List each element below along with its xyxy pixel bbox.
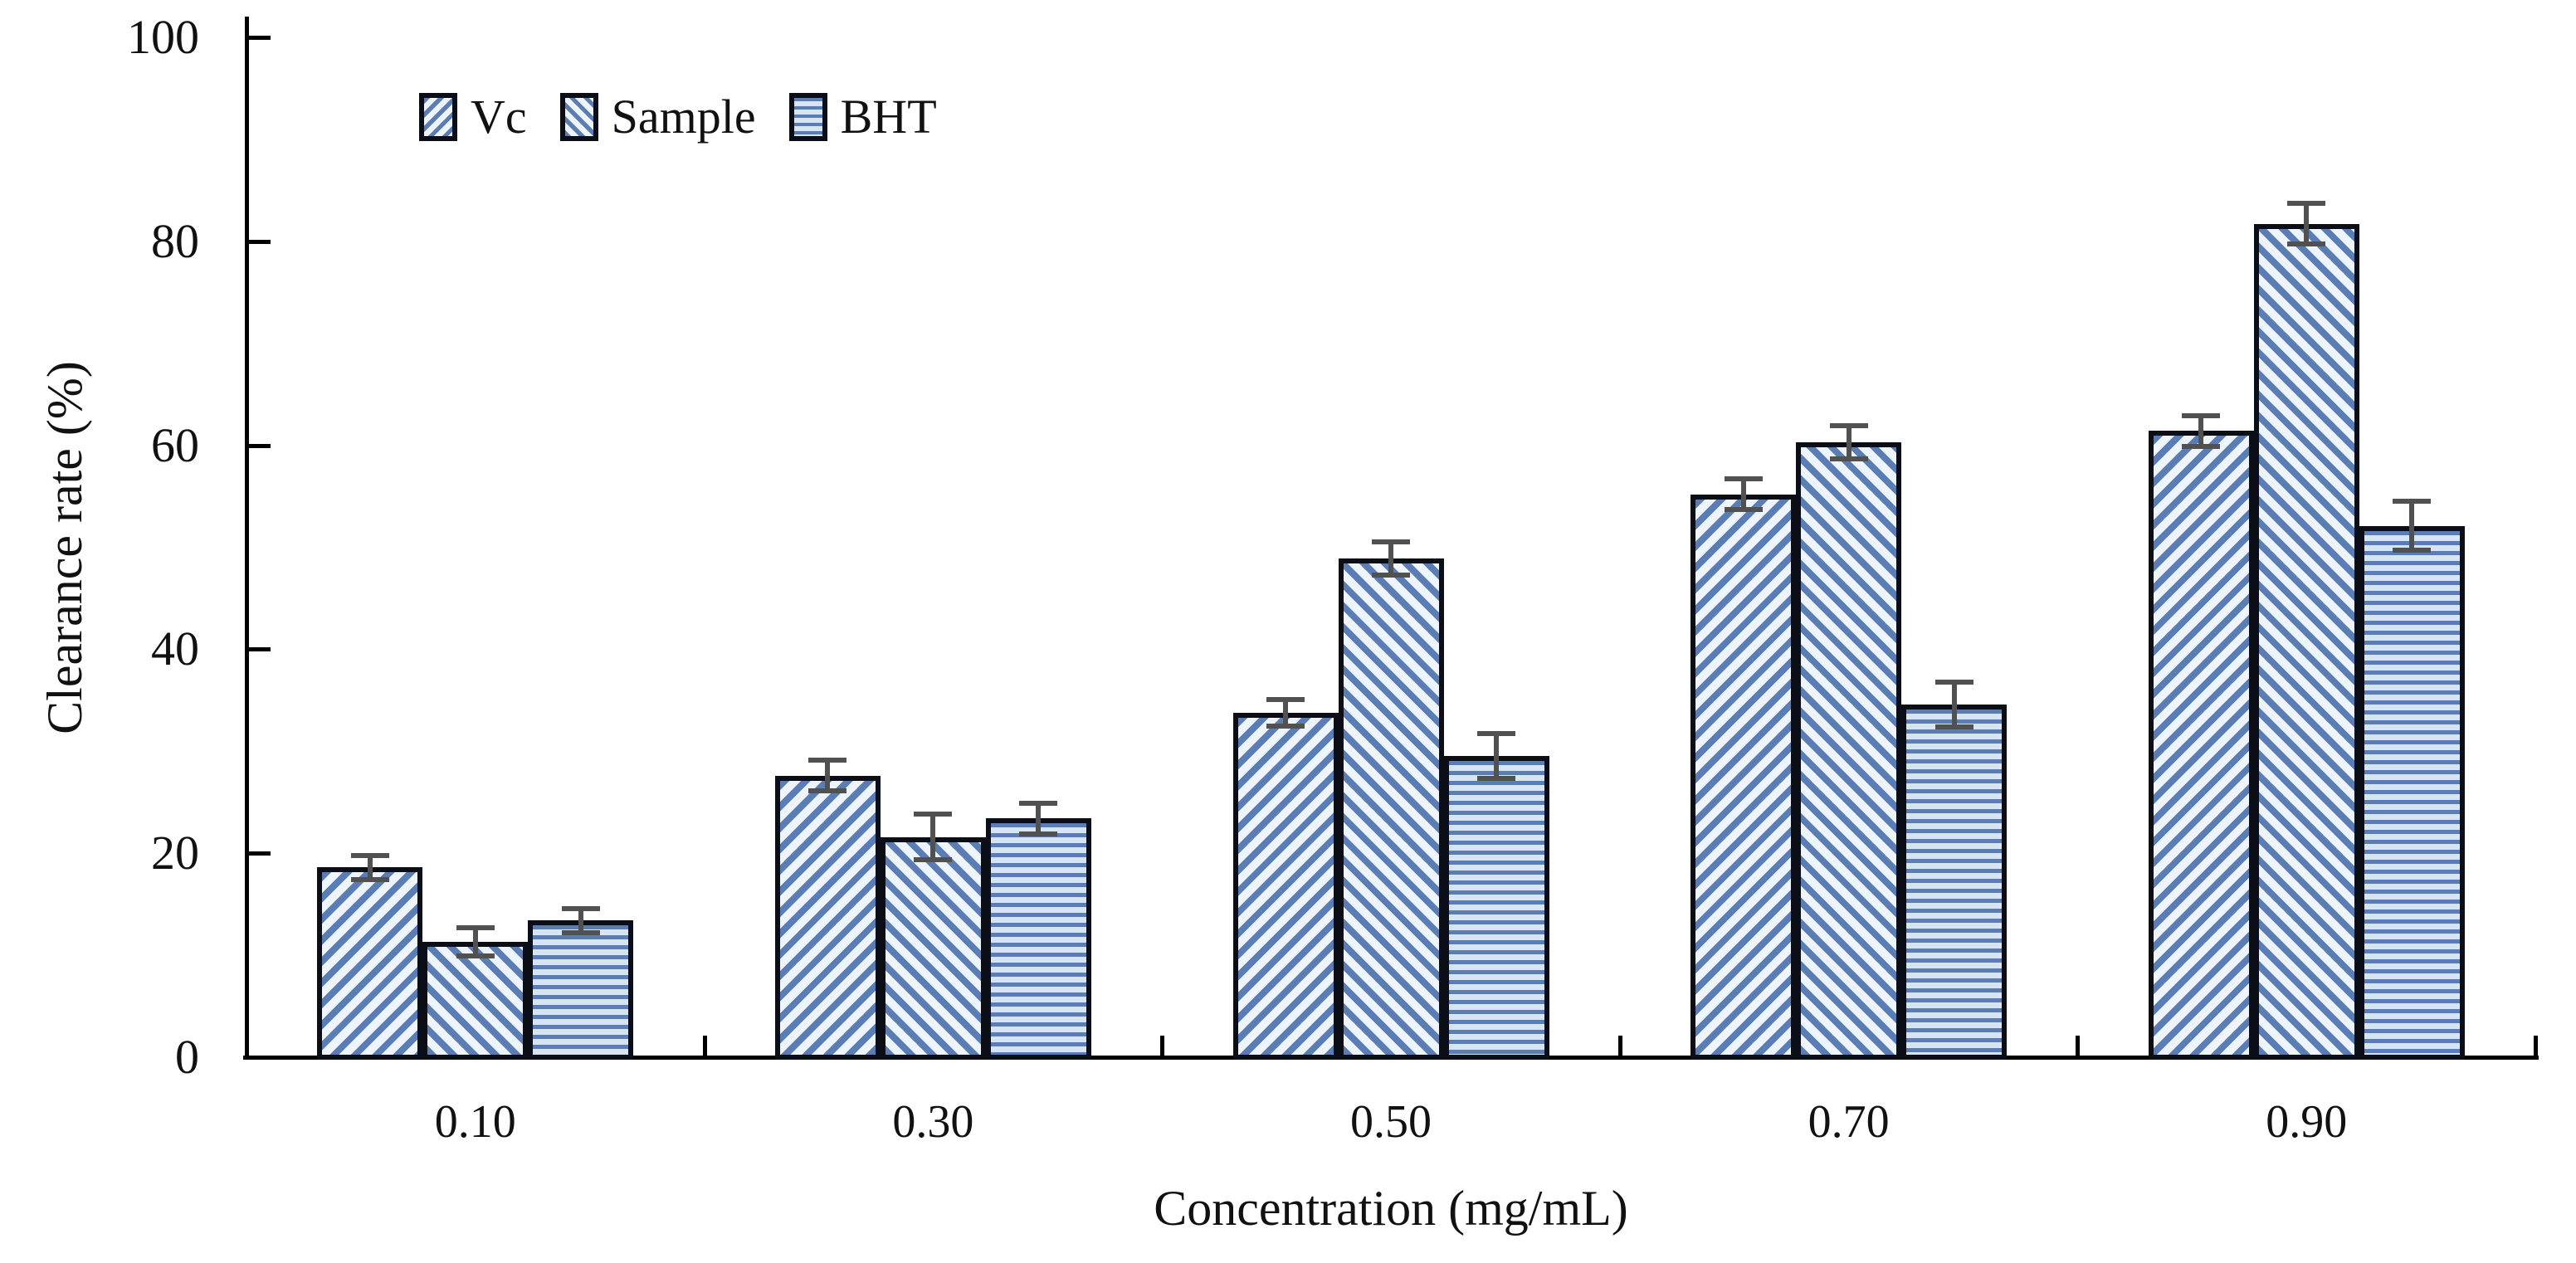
bar-vc-0.10 xyxy=(317,867,423,1060)
error-bar-vc-0.90-line xyxy=(2198,415,2204,446)
error-bar-sample-0.90-cap-top xyxy=(2287,201,2326,207)
legend-item-sample: Sample xyxy=(559,90,756,144)
error-bar-sample-0.10-cap-top xyxy=(456,924,495,930)
error-bar-vc-0.50-line xyxy=(1283,699,1288,726)
y-tick xyxy=(249,239,271,244)
error-bar-bht-0.70-line xyxy=(1951,681,1957,727)
y-tick xyxy=(249,443,271,448)
error-bar-bht-0.90-cap-bottom xyxy=(2393,548,2432,553)
error-bar-vc-0.10-cap-bottom xyxy=(350,877,389,883)
y-tick-label: 0 xyxy=(175,1030,199,1084)
y-tick xyxy=(249,36,271,40)
error-bar-bht-0.30-line xyxy=(1036,802,1042,834)
error-bar-vc-0.30-cap-bottom xyxy=(808,788,847,794)
error-bar-bht-0.50-cap-top xyxy=(1477,731,1515,737)
x-tick-label: 0.10 xyxy=(434,1096,516,1148)
y-tick-label: 80 xyxy=(151,213,199,268)
x-tick xyxy=(1617,1036,1622,1056)
y-tick xyxy=(249,647,271,652)
bar-bht-0.70 xyxy=(1901,704,2008,1060)
error-bar-sample-0.10-line xyxy=(472,927,478,957)
x-tick-label: 0.30 xyxy=(892,1096,974,1148)
legend-label-sample: Sample xyxy=(611,90,756,144)
error-bar-vc-0.70-line xyxy=(1740,479,1746,510)
y-tick-label: 100 xyxy=(127,10,199,64)
x-tick xyxy=(2534,1036,2538,1056)
bar-sample-0.90 xyxy=(2253,223,2359,1060)
bar-bht-0.30 xyxy=(985,818,1091,1060)
error-bar-sample-0.70-cap-bottom xyxy=(1829,456,1868,461)
x-tick-label: 0.70 xyxy=(1808,1096,1890,1148)
error-bar-sample-0.70-line xyxy=(1846,426,1852,459)
error-bar-sample-0.50-cap-bottom xyxy=(1372,572,1410,578)
error-bar-sample-0.10-cap-bottom xyxy=(456,953,495,959)
error-bar-sample-0.30-cap-bottom xyxy=(914,856,953,862)
error-bar-vc-0.70-cap-top xyxy=(1724,476,1763,482)
error-bar-sample-0.50-cap-top xyxy=(1372,539,1410,545)
bar-sample-0.50 xyxy=(1338,558,1444,1060)
x-tick xyxy=(1160,1036,1165,1056)
legend-label-bht: BHT xyxy=(840,90,937,144)
error-bar-vc-0.50-cap-bottom xyxy=(1266,723,1305,729)
error-bar-sample-0.90-cap-bottom xyxy=(2287,241,2326,247)
error-bar-vc-0.10-line xyxy=(367,855,373,880)
x-tick-label: 0.50 xyxy=(1350,1096,1432,1148)
bar-sample-0.70 xyxy=(1796,441,1902,1060)
error-bar-bht-0.30-cap-top xyxy=(1019,800,1058,806)
error-bar-bht-0.10-line xyxy=(578,908,583,934)
x-tick xyxy=(702,1036,707,1056)
bht-hatch-swatch-icon xyxy=(788,93,827,141)
y-tick-label: 60 xyxy=(151,417,199,472)
error-bar-vc-0.10-cap-top xyxy=(350,852,389,858)
error-bar-bht-0.50-cap-bottom xyxy=(1477,776,1515,782)
bar-sample-0.10 xyxy=(422,942,529,1060)
legend-label-vc: Vc xyxy=(471,90,527,144)
error-bar-bht-0.10-cap-top xyxy=(561,905,600,911)
bar-bht-0.50 xyxy=(1443,756,1549,1060)
bar-vc-0.90 xyxy=(2148,431,2254,1060)
y-tick-label: 40 xyxy=(151,622,199,676)
bar-bht-0.10 xyxy=(528,920,634,1060)
error-bar-bht-0.90-cap-top xyxy=(2393,499,2432,505)
legend: Vc Sample BHT xyxy=(419,93,970,141)
error-bar-vc-0.50-cap-top xyxy=(1266,696,1305,702)
error-bar-bht-0.50-line xyxy=(1494,734,1499,779)
error-bar-vc-0.90-cap-top xyxy=(2182,412,2221,418)
bar-bht-0.90 xyxy=(2359,525,2465,1060)
sample-hatch-swatch-icon xyxy=(559,93,598,141)
error-bar-bht-0.70-cap-bottom xyxy=(1934,724,1973,729)
y-tick xyxy=(249,1056,271,1060)
error-bar-sample-0.50-line xyxy=(1388,542,1393,575)
error-bar-bht-0.90-line xyxy=(2409,501,2415,551)
y-tick-label: 20 xyxy=(151,826,199,880)
y-axis-title: Clearance rate (%) xyxy=(37,361,92,734)
error-bar-bht-0.70-cap-top xyxy=(1934,679,1973,685)
x-tick-label: 0.90 xyxy=(2266,1096,2348,1148)
error-bar-sample-0.30-cap-top xyxy=(914,812,953,817)
error-bar-bht-0.10-cap-bottom xyxy=(561,930,600,936)
error-bar-sample-0.30-line xyxy=(930,814,936,860)
error-bar-vc-0.70-cap-bottom xyxy=(1724,507,1763,513)
error-bar-vc-0.30-line xyxy=(825,760,831,792)
legend-item-bht: BHT xyxy=(788,90,937,144)
y-axis-line xyxy=(245,17,249,1060)
x-axis-title: Concentration (mg/mL) xyxy=(1154,1181,1628,1236)
bar-vc-0.70 xyxy=(1690,494,1797,1060)
legend-item-vc: Vc xyxy=(419,93,527,141)
error-bar-vc-0.30-cap-top xyxy=(808,758,847,763)
y-tick xyxy=(249,851,271,856)
bar-vc-0.50 xyxy=(1232,712,1339,1060)
error-bar-sample-0.70-cap-top xyxy=(1829,423,1868,429)
vc-hatch-swatch-icon xyxy=(419,93,457,141)
x-tick xyxy=(2076,1036,2081,1056)
error-bar-vc-0.90-cap-bottom xyxy=(2182,443,2221,449)
error-bar-bht-0.30-cap-bottom xyxy=(1019,831,1058,836)
error-bar-sample-0.90-line xyxy=(2304,203,2310,245)
bar-vc-0.30 xyxy=(774,775,881,1060)
bar-sample-0.30 xyxy=(880,836,986,1060)
